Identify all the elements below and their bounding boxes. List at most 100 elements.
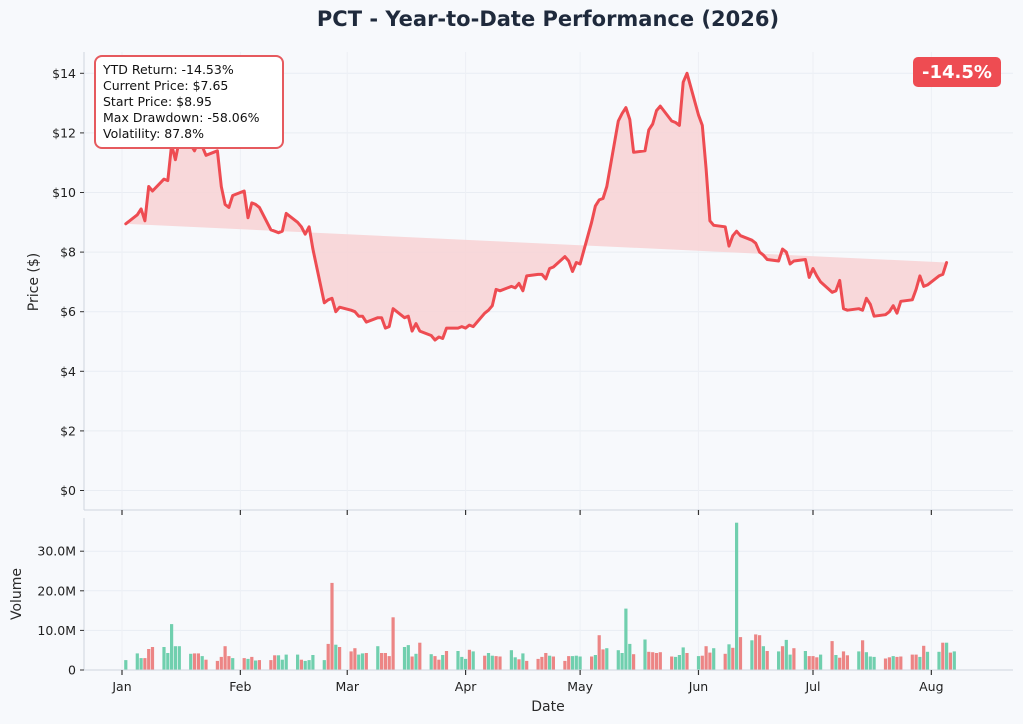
volume-bar (349, 651, 353, 670)
volume-bar (483, 655, 487, 670)
stats-ytd-return: YTD Return: -14.53% (102, 62, 234, 77)
return-badge-text: -14.5% (922, 62, 992, 83)
volume-y-tick-label: 10.0M (37, 623, 76, 638)
volume-bar (219, 656, 223, 670)
volume-bar (735, 522, 739, 670)
volume-bar (322, 660, 326, 670)
volume-bar (307, 660, 311, 670)
volume-bar (513, 657, 517, 670)
volume-bar (624, 608, 628, 670)
volume-bar (223, 646, 227, 670)
stats-start-price: Start Price: $8.95 (103, 94, 212, 109)
volume-bar (925, 651, 930, 670)
volume-bar (189, 653, 193, 670)
volume-bar (727, 644, 731, 670)
x-axis-label: Date (531, 699, 564, 715)
volume-bar (750, 640, 754, 670)
volume-bar (444, 651, 449, 670)
chart-title: PCT - Year-to-Date Performance (2026) (317, 7, 779, 31)
volume-bar (838, 657, 842, 670)
volume-bar (887, 657, 891, 670)
volume-bar (570, 656, 575, 670)
volume-bar (544, 653, 548, 670)
volume-bar (861, 640, 865, 670)
volume-bar (276, 655, 281, 670)
volume-bar (303, 660, 307, 670)
volume-bar (250, 656, 254, 670)
volume-bar (471, 651, 475, 670)
volume-bar (273, 655, 277, 670)
volume-bar (269, 660, 273, 670)
volume-bar (498, 656, 502, 670)
volume-bar (616, 650, 620, 670)
volume-bar (899, 656, 903, 670)
volume-bar (280, 659, 284, 670)
volume-bar (215, 660, 219, 670)
volume-bar (658, 652, 662, 670)
price-y-tick-label: $14 (52, 66, 76, 81)
price-y-tick-label: $6 (60, 304, 76, 319)
volume-bar (574, 655, 578, 670)
volume-bar (700, 655, 704, 670)
volume-bar (540, 656, 544, 670)
volume-bar (383, 653, 387, 670)
volume-bar (784, 639, 788, 670)
volume-bar (242, 658, 246, 670)
volume-y-tick-label: 20.0M (37, 583, 76, 598)
volume-bar (761, 646, 765, 670)
volume-bar (196, 653, 200, 670)
volume-bar (937, 651, 941, 670)
volume-bar (857, 651, 861, 670)
volume-bar (296, 654, 300, 670)
volume-bar (227, 656, 231, 670)
volume-bar (548, 655, 552, 670)
x-tick-label: May (567, 679, 593, 694)
volume-bar (788, 654, 792, 670)
price-y-tick-label: $8 (60, 245, 76, 260)
volume-bar (357, 654, 361, 670)
volume-bar (460, 656, 464, 670)
volume-bar (563, 660, 567, 670)
volume-bar (811, 656, 815, 670)
volume-bar (204, 659, 208, 670)
volume-bar (551, 656, 555, 670)
stats-max-drawdown: Max Drawdown: -58.06% (103, 110, 260, 125)
volume-bars (124, 522, 956, 670)
volume-bar (521, 653, 525, 670)
volume-bar (311, 655, 315, 670)
x-tick-label: Jun (688, 679, 709, 694)
volume-bar (597, 635, 601, 670)
volume-bar (674, 656, 678, 670)
volume-bar (387, 656, 391, 670)
volume-bar (834, 655, 838, 670)
volume-bar (418, 642, 422, 670)
volume-bar (456, 651, 460, 670)
volume-bar (578, 656, 582, 670)
volume-bar (654, 653, 659, 670)
volume-bar (177, 646, 181, 670)
volume-bar (433, 656, 437, 670)
x-tick-label: Feb (229, 679, 251, 694)
volume-bar (200, 656, 204, 670)
volume-bar (696, 656, 701, 670)
volume-bar (162, 647, 166, 670)
volume-bar (410, 656, 414, 670)
volume-bar (173, 646, 177, 670)
volume-bar (803, 651, 807, 670)
volume-bar (647, 651, 651, 670)
volume-bar (467, 649, 471, 670)
volume-bar (147, 649, 151, 670)
volume-bar (868, 656, 872, 670)
volume-bar (257, 660, 261, 670)
volume-bar (792, 648, 796, 670)
price-y-ticks: $0 $2 $4 $6 $8 $10 $12 $14 (52, 66, 84, 498)
volume-bar (139, 658, 143, 670)
x-tick-label: Aug (919, 679, 943, 694)
volume-bar (628, 643, 632, 670)
x-ticks: Jan Feb Mar Apr May Jun Jul Aug (111, 510, 944, 694)
volume-bar (231, 658, 235, 670)
volume-bar (536, 658, 540, 670)
volume-bar (330, 582, 334, 670)
volume-bar (429, 654, 433, 670)
volume-bar (731, 647, 735, 670)
